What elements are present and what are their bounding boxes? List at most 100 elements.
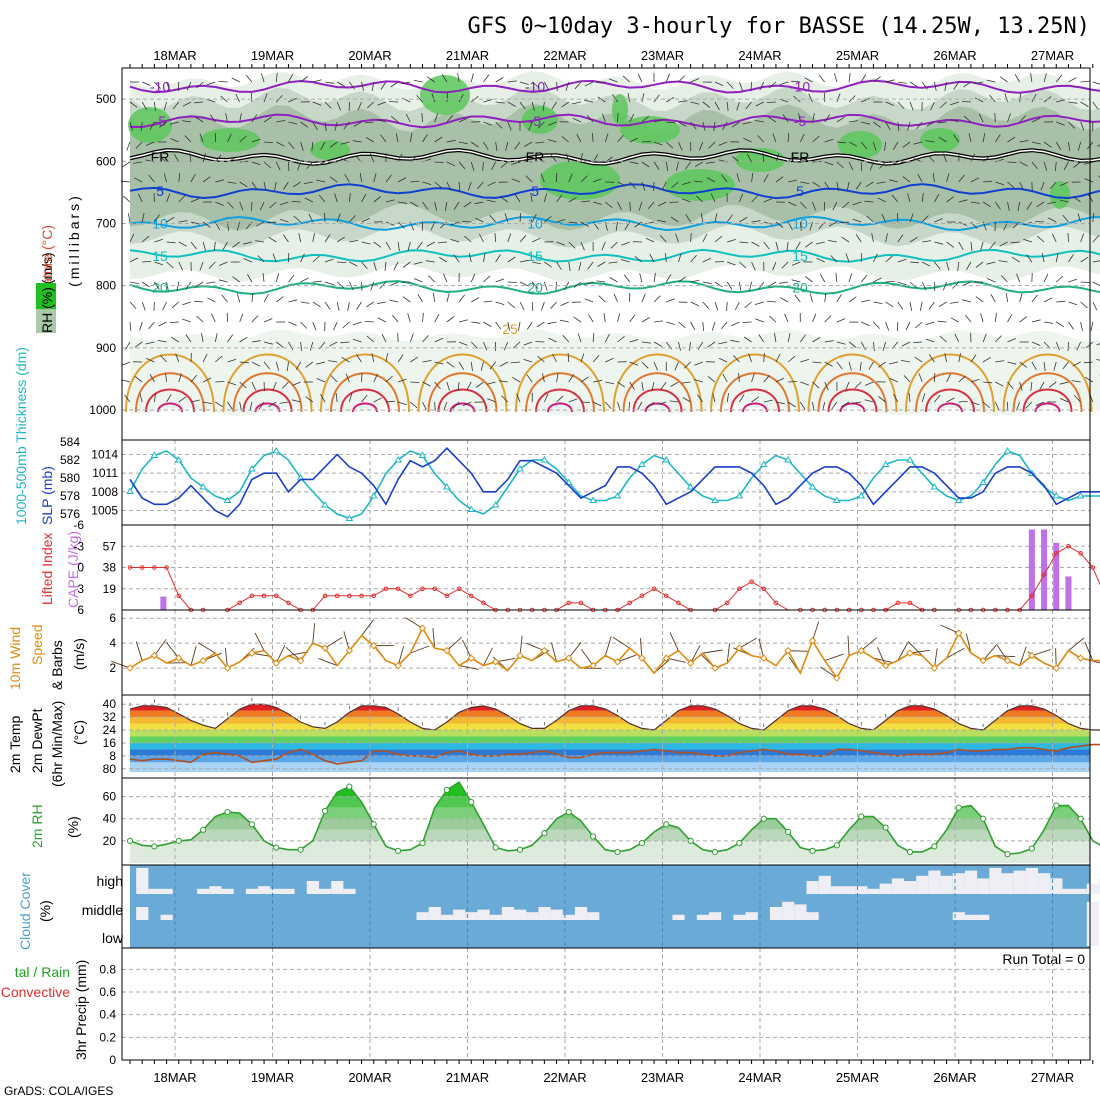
wind-barb — [462, 221, 472, 223]
wind-barb — [666, 321, 676, 325]
wind-barb — [334, 121, 338, 131]
wind-barb — [272, 381, 277, 391]
wind-barb — [371, 81, 375, 91]
wind10-barb — [361, 619, 374, 636]
rh-label: RH (%) — [39, 287, 55, 333]
isotherm-line — [129, 183, 1100, 200]
cloud-bar — [964, 914, 978, 920]
wind-barb — [458, 294, 465, 303]
wind-barb — [239, 181, 248, 188]
wind-barb — [958, 353, 961, 363]
wind10-barb — [432, 628, 436, 649]
wind-barb — [966, 261, 972, 271]
wind-barb — [211, 313, 216, 323]
wind-barb — [556, 81, 558, 92]
wind-barb — [239, 201, 244, 211]
wind-barb — [154, 238, 164, 243]
wind-barb — [909, 301, 913, 311]
wind-barb — [751, 220, 761, 223]
data-point — [443, 786, 450, 794]
wind-barb — [1068, 278, 1078, 283]
wind-barb — [653, 161, 660, 170]
wind-barb — [641, 341, 651, 344]
data-point — [151, 843, 158, 850]
bl-temp-contour — [612, 353, 703, 413]
wind-barb — [982, 356, 992, 363]
wind-barb — [1055, 341, 1060, 351]
wind-barb — [841, 401, 850, 407]
wind-barb — [727, 261, 736, 266]
wind-barb — [726, 301, 728, 312]
wind-barb — [154, 281, 160, 290]
wind-barb — [422, 401, 427, 411]
wind-barb — [915, 321, 923, 329]
wind-barb — [218, 279, 228, 283]
wind-barb — [736, 173, 740, 183]
isotherm-label: FR — [791, 149, 810, 165]
wind-barb — [199, 261, 204, 271]
wind-barb — [320, 394, 326, 403]
wind-barb — [808, 93, 813, 103]
wind-barb — [434, 381, 441, 390]
thickness-label: 1000-500mb Thickness (dm) — [13, 347, 29, 525]
wind-barb — [370, 281, 375, 291]
data-point — [174, 456, 183, 463]
wind-barb — [745, 101, 752, 110]
wind-barb — [149, 121, 155, 130]
data-point — [1078, 551, 1083, 556]
wind-barb — [190, 198, 200, 203]
wind-barb — [141, 301, 146, 311]
wind-barb — [713, 121, 716, 131]
wind-barb — [474, 201, 484, 205]
wind-barb — [349, 281, 354, 291]
wind-barb — [434, 361, 444, 365]
data-point — [420, 586, 425, 592]
wind-barb — [513, 341, 521, 349]
data-point — [589, 661, 597, 670]
wind-barb — [873, 121, 881, 128]
wind-barb — [1051, 233, 1057, 243]
wind-barb — [1080, 121, 1085, 131]
wind-barb — [293, 215, 301, 223]
wind-barb — [514, 141, 521, 150]
temp-band — [130, 742, 1090, 750]
wind10-barb — [946, 648, 965, 659]
wind-barb — [140, 121, 143, 131]
wind-barb — [365, 137, 374, 143]
wind-barb — [330, 375, 338, 383]
wind-barb — [267, 221, 277, 224]
wind-barb — [816, 257, 825, 263]
wind-barb — [434, 401, 436, 412]
date-label-top: 21MAR — [446, 48, 489, 63]
rh-high-blob — [310, 140, 350, 160]
wind-barb — [215, 381, 225, 383]
wind-barb — [795, 241, 801, 250]
wind-barb — [1006, 293, 1008, 303]
wind-barb — [763, 241, 770, 250]
data-point — [1041, 572, 1047, 577]
data-point — [432, 586, 437, 592]
date-label-top: 25MAR — [836, 48, 879, 63]
data-point — [223, 496, 232, 503]
wind-barb — [182, 318, 192, 323]
rh-high-blob — [665, 169, 735, 201]
wind-barb — [510, 361, 521, 364]
wind-barb — [276, 141, 285, 147]
wind-barb — [864, 381, 874, 386]
wind10-barb — [397, 646, 405, 666]
wind-barb — [852, 401, 862, 404]
wind-barb — [593, 379, 603, 383]
wind-barb — [568, 221, 578, 224]
wind-barb — [617, 313, 621, 323]
wind-barb — [186, 81, 192, 91]
data-point — [833, 842, 840, 849]
wind-barb — [660, 381, 667, 390]
date-label-bottom: 27MAR — [1031, 1070, 1074, 1085]
wind-barb — [665, 161, 669, 171]
wind-barb — [824, 161, 834, 166]
wind-barb — [477, 181, 484, 189]
wind-barb — [458, 181, 461, 192]
wind-barb — [377, 101, 387, 106]
wind-barb — [324, 212, 326, 223]
wind-barb — [909, 261, 920, 264]
